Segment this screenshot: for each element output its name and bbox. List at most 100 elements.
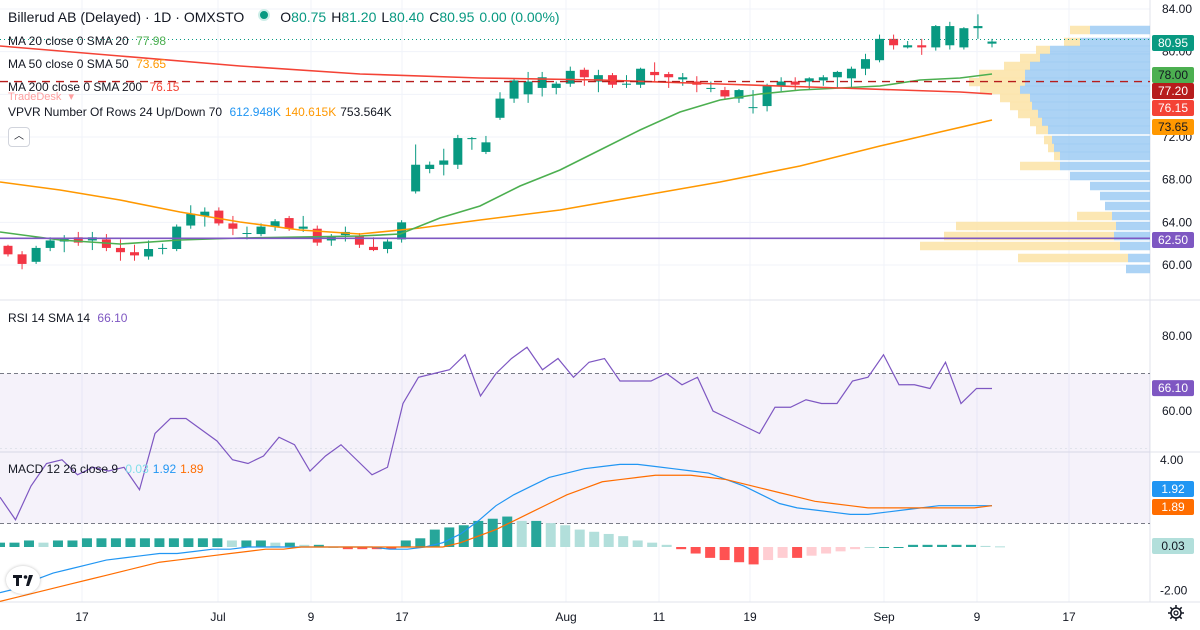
candle-body (214, 210, 224, 224)
ma20-legend[interactable]: MA 20 close 0 SMA 20 77.98 (8, 34, 170, 48)
macd-hist-bar (299, 544, 310, 547)
macd-hist-bar (777, 547, 788, 558)
macd-hist-bar (154, 538, 165, 547)
candle-body (481, 142, 491, 152)
macd-hist-bar (139, 538, 150, 547)
macd-hist-bar (966, 544, 977, 547)
vpvr-legend[interactable]: VPVR Number Of Rows 24 Up/Down 70 612.94… (8, 105, 396, 119)
vp-down-bar (1064, 37, 1080, 47)
vp-up-bar (1050, 45, 1150, 55)
macd-hist-bar (951, 544, 962, 547)
candle-body (832, 71, 842, 78)
macd-hist-bar (52, 540, 63, 547)
chevron-up-icon: ︿ (14, 131, 24, 142)
macd-hist-bar (763, 547, 774, 561)
macd-hist-bar (357, 547, 368, 550)
rsi-axis-label-bg (1152, 380, 1194, 397)
vp-down-bar (1020, 161, 1060, 171)
candle-body (298, 226, 308, 229)
vp-up-bar (1114, 231, 1150, 241)
macd-hist-bar (284, 542, 295, 547)
candle-body (45, 240, 55, 248)
candle-body (734, 90, 744, 99)
macd-label: MACD 12 26 close 9 (8, 462, 119, 476)
price-axis-label: 62.50 (1158, 233, 1188, 247)
macd-hist-bar (444, 527, 455, 547)
macd-hist-bar (38, 542, 49, 547)
macd-tick-label: -2.00 (1160, 584, 1188, 598)
close-label: C (429, 9, 440, 25)
price-axis-label: 78.00 (1158, 68, 1188, 82)
ma200-legend[interactable]: MA 200 close 0 SMA 200 76.15 (8, 80, 183, 94)
macd-hist-bar (719, 547, 730, 561)
vp-down-bar (1018, 253, 1128, 263)
tradingview-logo-icon[interactable] (6, 566, 40, 594)
candle-body (762, 85, 772, 107)
gear-icon[interactable] (1167, 604, 1185, 622)
x-tick-label: Aug (555, 610, 576, 624)
collapse-legend-button[interactable]: ︿ (8, 127, 30, 147)
low-value: 80.40 (389, 9, 425, 25)
candle-body (720, 90, 730, 97)
x-tick-label: Sep (873, 610, 895, 624)
macd-hist-bar (313, 544, 324, 547)
macd-hist-bar (937, 544, 948, 547)
price-axis-label-bg (1152, 83, 1194, 99)
macd-axis-label: 1.89 (1161, 500, 1185, 514)
market-status-icon (258, 9, 271, 21)
candle-body (776, 81, 786, 86)
vp-down-bar (1036, 125, 1048, 135)
macd-hist-bar (255, 540, 266, 547)
price-axis-label: 73.65 (1158, 120, 1188, 134)
vp-down-bar (1004, 61, 1030, 71)
candle-body (397, 222, 407, 240)
ma200-value: 76.15 (149, 80, 180, 94)
vpvr-up-value: 612.948K (229, 105, 281, 119)
x-tick-label: 9 (308, 610, 315, 624)
candle-body (790, 81, 800, 85)
vp-down-bar (920, 241, 1120, 251)
open-label: O (280, 9, 292, 25)
macd-hist-bar (429, 529, 440, 547)
vp-down-bar (1054, 151, 1060, 161)
candle-body (158, 247, 168, 249)
ma50-line (0, 119, 993, 235)
candle-body (551, 83, 561, 88)
macd-hist-bar (502, 516, 513, 547)
vp-up-bar (1105, 201, 1150, 211)
macd-hist-bar (168, 538, 179, 547)
vp-up-bar (1032, 101, 1150, 111)
ma50-legend[interactable]: MA 50 close 0 SMA 50 73.65 (8, 57, 170, 71)
candle-body (425, 164, 435, 169)
rsi-legend[interactable]: RSI 14 SMA 14 66.10 (8, 311, 131, 325)
symbol-title[interactable]: Billerud AB (Delayed) · 1D · OMXSTO (8, 9, 245, 25)
macd-legend[interactable]: MACD 12 26 close 9 0.03 1.92 1.89 (8, 462, 207, 476)
x-tick-label: 17 (1062, 610, 1076, 624)
candle-body (453, 138, 463, 165)
candle-body (889, 38, 899, 46)
candle-body (115, 247, 125, 253)
candle-body (144, 249, 154, 257)
macd-hist-bar (864, 547, 875, 548)
candle-body (495, 98, 505, 118)
candle-body (875, 38, 885, 61)
candle-body (130, 252, 140, 256)
candle-body (523, 81, 533, 95)
open-value: 80.75 (291, 9, 327, 25)
macd-hist-bar (792, 547, 803, 558)
macd-hist-bar (821, 547, 832, 554)
price-axis-label: 76.15 (1158, 101, 1188, 115)
macd-hist-bar (23, 540, 34, 547)
candle-body (931, 26, 941, 48)
price-tick-label: 60.00 (1162, 258, 1192, 272)
vp-down-bar (1010, 101, 1032, 111)
x-tick-label: 9 (974, 610, 981, 624)
vp-down-bar (1048, 143, 1054, 153)
macd-hist-bar (531, 520, 542, 547)
x-tick-label: Jul (210, 610, 225, 624)
macd-hist-bar (574, 529, 585, 547)
price-axis-label-bg (1152, 232, 1194, 248)
macd-tick-label: 4.00 (1160, 453, 1184, 467)
macd-hist-bar (110, 538, 121, 547)
